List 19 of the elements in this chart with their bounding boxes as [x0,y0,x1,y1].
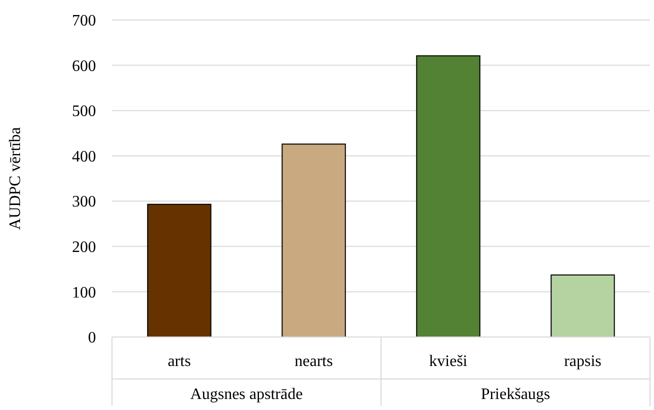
x-tick-label: kvieši [429,353,468,370]
y-tick-label: 200 [72,239,96,256]
bar [282,144,346,338]
x-tick-label: arts [168,353,191,370]
y-tick-label: 600 [72,58,96,75]
y-tick-label: 400 [72,148,96,166]
y-tick-label: 100 [72,284,96,302]
bar [550,274,615,338]
y-tick-label: 700 [72,12,96,30]
bar [416,55,480,338]
text: Priekšaugs [480,386,550,403]
y-tick-label: 500 [72,103,96,120]
bar [147,204,212,338]
y-axis-title: AUDPC vērtība [7,127,24,230]
y-tick-label: 0 [88,330,96,347]
text: Augsnes apstrāde [190,386,303,403]
x-tick-label: rapsis [564,353,602,370]
y-tick-label: 300 [72,194,96,211]
x-tick-label: nearts [294,353,333,370]
